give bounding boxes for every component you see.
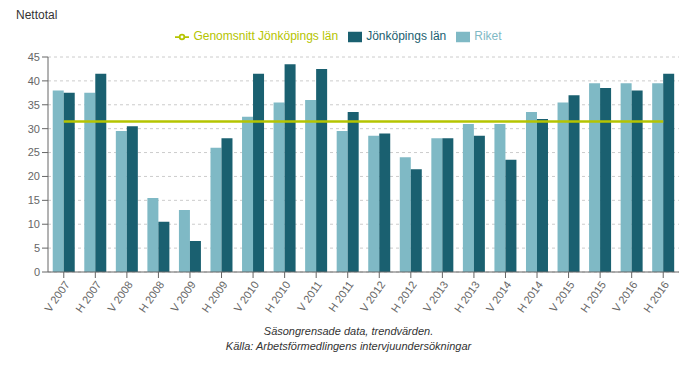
svg-text:V 2009: V 2009 [168,279,198,314]
html-text:Genomsnitt Jönköpings län: Genomsnitt Jönköpings län [193,29,339,43]
html-text:Riket: Riket [474,29,502,43]
svg-text:H 2009: H 2009 [199,279,229,315]
svg-text:45: 45 [28,51,40,63]
svg-text:30: 30 [28,123,40,135]
svg-text:20: 20 [28,170,40,182]
svg-text:H 2012: H 2012 [389,279,419,315]
svg-text:15: 15 [28,194,40,206]
svg-text:V 2007: V 2007 [42,279,72,314]
svg-text:40: 40 [28,75,40,87]
svg-text:25: 25 [28,146,40,158]
svg-text:10: 10 [28,218,40,230]
svg-text:35: 35 [28,99,40,111]
svg-text:H 2008: H 2008 [136,279,166,315]
svg-text:V 2014: V 2014 [484,279,514,314]
svg-text:5: 5 [34,242,40,254]
html-text:Nettotal: Nettotal [16,8,58,22]
html-text:Jönköpings län: Jönköpings län [366,29,447,43]
svg-text:H 2014: H 2014 [515,279,545,315]
svg-text:V 2008: V 2008 [105,279,135,314]
svg-text:H 2007: H 2007 [73,279,103,315]
html-text:Källa: Arbetsförmedlingens int: Källa: Arbetsförmedlingens intervjuunder… [225,340,472,352]
svg-text:V 2013: V 2013 [421,279,451,314]
svg-text:V 2012: V 2012 [357,279,387,314]
svg-text:H 2015: H 2015 [578,279,608,315]
svg-text:V 2010: V 2010 [231,279,261,314]
svg-text:0: 0 [34,266,40,278]
svg-text:V 2016: V 2016 [610,279,640,314]
html-text:Säsongrensade data, trendvärde: Säsongrensade data, trendvärden. [263,325,434,337]
svg-text:H 2016: H 2016 [641,279,671,315]
svg-text:H 2013: H 2013 [452,279,482,315]
svg-text:H 2010: H 2010 [262,279,292,315]
svg-text:V 2015: V 2015 [547,279,577,314]
svg-text:V 2011: V 2011 [295,279,324,314]
svg-text:H 2011: H 2011 [326,279,356,314]
